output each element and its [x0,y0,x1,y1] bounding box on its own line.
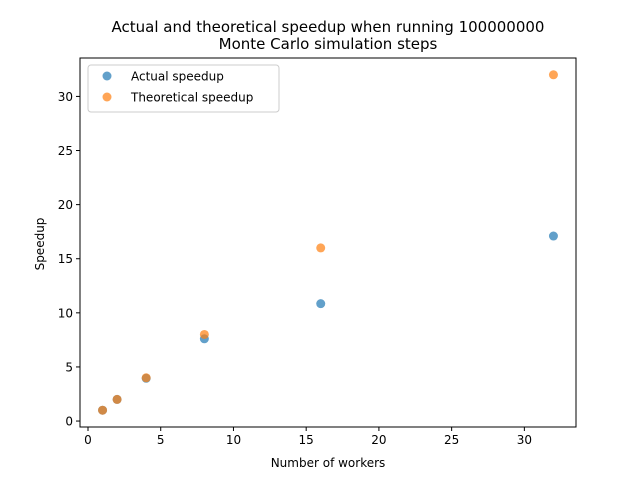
x-tick-label: 20 [371,433,386,447]
y-tick-label: 30 [58,90,73,104]
data-point [548,70,558,80]
series-2 [98,70,558,415]
data-point [548,231,558,241]
x-tick-label: 15 [299,433,314,447]
data-point [316,299,326,309]
legend-label: Theoretical speedup [130,91,253,105]
chart-title-line-2: Monte Carlo simulation steps [219,35,438,53]
y-axis-label: Speedup [33,218,47,271]
x-axis-label: Number of workers [271,456,386,470]
data-point [199,329,209,339]
y-tick-label: 20 [58,198,73,212]
x-tick-label: 0 [84,433,92,447]
legend-label: Actual speedup [131,70,224,84]
legend-marker [102,71,112,81]
y-tick-label: 5 [65,360,73,374]
x-tick-label: 25 [444,433,459,447]
data-point [112,394,122,404]
y-tick-label: 10 [58,306,73,320]
data-point [98,405,108,415]
x-tick-label: 5 [157,433,165,447]
axes-layer: 0 5 10 15 20 25 30 0 5 10 15 20 25 30 [58,57,577,447]
data-point [316,243,326,253]
y-tick-label: 0 [65,415,73,429]
y-tick-label: 25 [58,144,73,158]
legend-box [87,64,280,113]
x-tick-label: 10 [226,433,241,447]
y-tick-label: 15 [58,252,73,266]
data-point [141,373,151,383]
legend: Actual speedup Theoretical speedup [87,64,280,113]
legend-marker [102,92,112,102]
series-layer [98,70,558,415]
series-1 [98,231,558,415]
chart-title-line-1: Actual and theoretical speedup when runn… [112,18,545,36]
plot-frame [79,57,577,428]
x-tick-label: 30 [517,433,532,447]
